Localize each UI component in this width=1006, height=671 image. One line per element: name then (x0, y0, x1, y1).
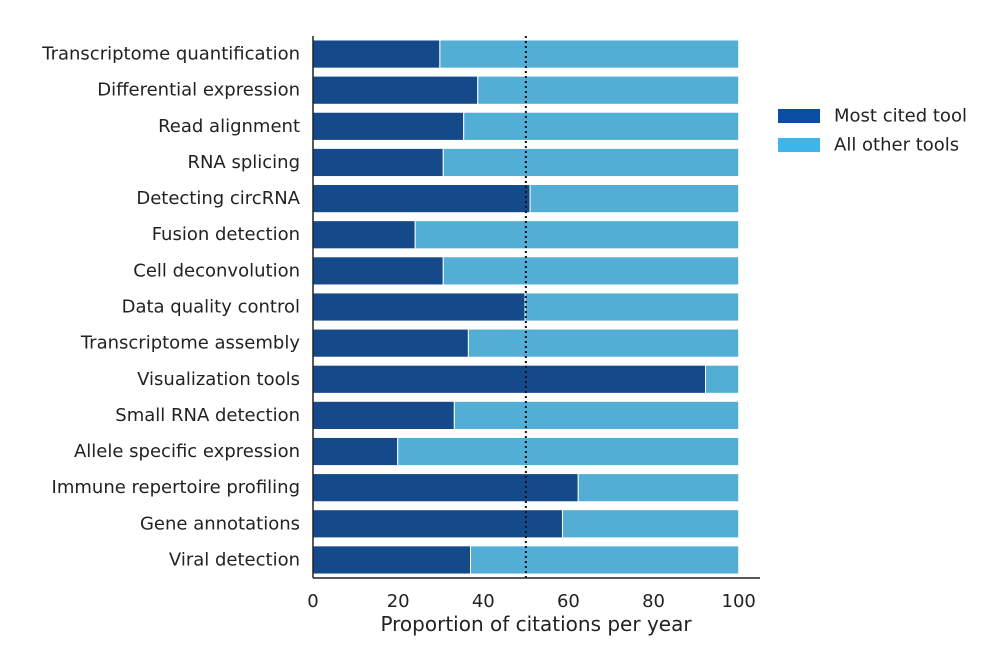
bar-most-cited-0 (312, 39, 441, 69)
x-tick-label: 0 (307, 591, 318, 612)
bar-most-cited-7 (312, 292, 526, 322)
bar-all-other-11 (397, 436, 740, 467)
bar-all-other-13 (561, 509, 740, 539)
x-tick-label: 60 (557, 591, 580, 612)
bar-most-cited-12 (312, 473, 579, 503)
category-label: Data quality control (122, 297, 300, 318)
bar-most-cited-10 (312, 400, 455, 430)
bar-most-cited-1 (312, 75, 479, 105)
category-label: Viral detection (169, 549, 300, 570)
category-label: Gene annotations (140, 513, 300, 534)
bar-all-other-2 (463, 111, 740, 141)
bar-most-cited-6 (312, 256, 444, 286)
category-label: Small RNA detection (115, 405, 300, 426)
bar-most-cited-9 (312, 364, 707, 394)
bar-all-other-7 (524, 292, 740, 322)
legend-label: Most cited tool (834, 106, 967, 127)
legend-label: All other tools (834, 135, 959, 156)
x-tick-label: 80 (642, 591, 665, 612)
category-label: Visualization tools (137, 369, 300, 390)
bar-most-cited-11 (312, 436, 399, 467)
bar-all-other-10 (453, 400, 740, 430)
legend: Most cited tool All other tools (778, 106, 967, 156)
category-label: RNA splicing (187, 152, 300, 173)
bar-all-other-9 (705, 364, 740, 394)
x-tick-label: 20 (387, 591, 410, 612)
bar-all-other-6 (442, 256, 740, 286)
bar-all-other-0 (439, 39, 740, 69)
x-tick-label: 40 (472, 591, 495, 612)
bar-all-other-14 (470, 545, 740, 575)
bar-all-other-3 (442, 147, 740, 178)
bars-layer (312, 39, 740, 575)
bar-most-cited-3 (312, 147, 444, 178)
bar-all-other-4 (529, 184, 740, 214)
x-tick-label: 100 (722, 591, 756, 612)
legend-swatch-all-other (778, 138, 820, 152)
category-label: Detecting circRNA (136, 188, 300, 209)
bar-most-cited-5 (312, 220, 416, 250)
category-label: Read alignment (158, 116, 300, 137)
bar-most-cited-8 (312, 328, 469, 358)
category-label: Allele specific expression (74, 441, 300, 462)
category-label: Transcriptome assembly (80, 333, 301, 354)
x-ticks: 0 20 40 60 80 100 (307, 591, 756, 612)
category-label: Differential expression (97, 80, 300, 101)
bar-most-cited-4 (312, 184, 531, 214)
category-label: Immune repertoire profiling (52, 477, 300, 498)
category-label: Cell deconvolution (133, 260, 300, 281)
bar-most-cited-2 (312, 111, 465, 141)
bar-all-other-1 (477, 75, 740, 105)
axes (312, 36, 760, 579)
category-label: Fusion detection (152, 224, 300, 245)
bar-all-other-12 (577, 473, 740, 503)
bar-all-other-8 (467, 328, 740, 358)
bar-most-cited-14 (312, 545, 472, 575)
bar-all-other-5 (414, 220, 740, 250)
bar-most-cited-13 (312, 509, 563, 539)
category-label: Transcriptome quantification (41, 44, 300, 65)
legend-swatch-most-cited (778, 109, 820, 123)
category-labels: Transcriptome quantification Differential… (41, 44, 300, 571)
x-axis-title: Proportion of citations per year (380, 612, 692, 636)
